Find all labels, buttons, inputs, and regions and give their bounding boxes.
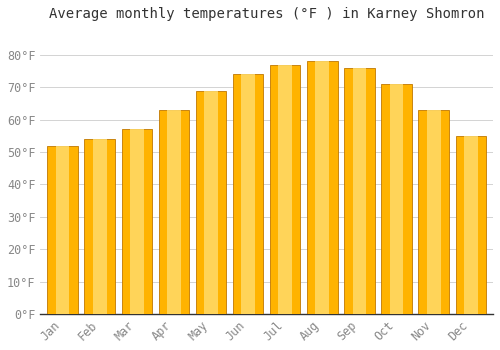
Bar	[344, 68, 374, 314]
Bar	[158, 110, 189, 314]
Bar	[382, 84, 412, 314]
Bar	[130, 130, 143, 314]
Bar	[48, 146, 78, 314]
Bar	[316, 61, 329, 314]
Bar	[242, 74, 255, 314]
Bar	[390, 84, 404, 314]
Bar	[418, 110, 449, 314]
Bar	[122, 130, 152, 314]
Bar	[464, 136, 477, 314]
Bar	[233, 74, 264, 314]
Bar	[307, 61, 338, 314]
Title: Average monthly temperatures (°F ) in Karney Shomron: Average monthly temperatures (°F ) in Ka…	[49, 7, 484, 21]
Bar	[167, 110, 181, 314]
Bar	[352, 68, 366, 314]
Bar	[196, 91, 226, 314]
Bar	[456, 136, 486, 314]
Bar	[427, 110, 440, 314]
Bar	[84, 139, 115, 314]
Bar	[278, 65, 292, 314]
Bar	[270, 65, 300, 314]
Bar	[204, 91, 218, 314]
Bar	[93, 139, 106, 314]
Bar	[56, 146, 70, 314]
